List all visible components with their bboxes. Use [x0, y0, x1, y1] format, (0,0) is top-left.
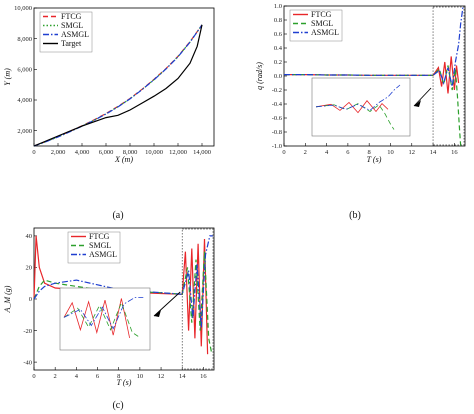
plot-frame — [33, 7, 215, 147]
x-tick-label: 12 — [409, 149, 416, 156]
zoom-arrow-head — [154, 310, 161, 317]
legend-label-target: Target — [61, 39, 82, 48]
inset-series-ftcg — [315, 100, 389, 114]
y-tick-label: 6,000 — [17, 67, 32, 74]
x-tick-label: 0 — [32, 373, 35, 380]
x-tick-label: 4 — [325, 149, 329, 156]
y-tick-label: -0.8 — [272, 129, 282, 136]
inset-frame — [59, 287, 151, 351]
y-tick-label: 0 — [29, 296, 32, 303]
y-tick-label: 0.2 — [274, 59, 282, 66]
x-tick-label: 14,000 — [193, 149, 211, 156]
series-line-target — [33, 24, 203, 147]
x-tick-label: 12,000 — [169, 149, 187, 156]
x-tick-label: 16 — [200, 373, 207, 380]
legend-label-ftcg: FTCG — [89, 232, 110, 241]
zoom-region-box — [181, 228, 214, 370]
legend-label-smgl: SMGL — [311, 19, 333, 28]
y-tick-label: 20 — [26, 265, 33, 272]
inset-series-asmgl — [315, 84, 401, 111]
caption-c: (c) — [112, 400, 123, 411]
x-tick-label: 0 — [282, 149, 285, 156]
x-tick-label: 6 — [96, 373, 100, 380]
zoom-region-box — [432, 6, 465, 146]
series-line-ftcg — [33, 235, 209, 355]
y-tick-label: 4,000 — [17, 97, 32, 104]
legend-box — [39, 11, 93, 53]
y-axis-label: A_M (g) — [3, 285, 12, 313]
y-tick-label: 0.0 — [274, 73, 282, 80]
series-line-asmgl — [33, 24, 203, 147]
x-tick-label: 6,000 — [99, 149, 114, 156]
legend-label-asmgl: ASMGL — [61, 30, 89, 39]
chart-a-trajectory: 0 2,000 4,000 6,000 8,000 10,000 12,000 14,000 2… — [3, 5, 215, 164]
x-tick-label: 0 — [32, 149, 35, 156]
legend-label-ftcg: FTCG — [311, 10, 332, 19]
x-axis-label: T (s) — [117, 378, 132, 387]
x-tick-label: 16 — [451, 149, 458, 156]
zoom-arrow-head — [414, 100, 421, 107]
x-tick-label: 2 — [54, 373, 57, 380]
inset-series-asmgl — [63, 296, 144, 330]
legend-label-smgl: SMGL — [89, 241, 111, 250]
x-axis-label: T (s) — [367, 155, 382, 164]
x-tick-label: 4,000 — [75, 149, 90, 156]
y-tick-label: 2,000 — [17, 128, 32, 135]
legend-label-asmgl: ASMGL — [311, 28, 339, 37]
caption-a: (a) — [112, 210, 123, 221]
y-tick-label: 0.8 — [274, 17, 282, 24]
zoom-arrow — [413, 87, 432, 107]
y-axis-label: q (rad/s) — [255, 62, 264, 90]
y-tick-label: -0.6 — [272, 115, 283, 122]
y-tick-label: 1.0 — [274, 3, 282, 10]
legend-label-smgl: SMGL — [61, 21, 83, 30]
caption-b: (b) — [349, 210, 361, 221]
x-tick-label: 14 — [179, 373, 186, 380]
x-tick-label: 14 — [430, 149, 437, 156]
chart-b-pitch-rate: 0 2 4 6 8 10 12 14 16 -1.0 -0.8 -0.6 -0.4 -0.2 0.0 0.2 0… — [255, 3, 466, 164]
x-tick-label: 8,000 — [123, 149, 138, 156]
x-tick-label: 8 — [368, 149, 371, 156]
x-tick-label: 10 — [137, 373, 144, 380]
inset-frame — [311, 77, 411, 137]
legend-label-ftcg: FTCG — [61, 12, 82, 21]
inset-series-smgl — [315, 103, 395, 130]
y-tick-label: -20 — [23, 328, 32, 335]
y-tick-label: -0.2 — [272, 87, 282, 94]
y-tick-label: 0.6 — [274, 31, 283, 38]
y-axis-label: Y (m) — [3, 68, 12, 86]
x-tick-label: 10,000 — [145, 149, 163, 156]
y-tick-label: 8,000 — [17, 36, 32, 43]
y-tick-label: 0.4 — [274, 45, 283, 52]
series-line-asmgl — [284, 7, 464, 87]
y-tick-label: -40 — [23, 359, 32, 366]
x-tick-label: 4 — [75, 373, 79, 380]
y-tick-label: 10,000 — [14, 5, 32, 12]
y-tick-label: -1.0 — [272, 143, 282, 150]
zoom-arrow — [153, 291, 181, 317]
x-axis-label: X (m) — [114, 155, 133, 164]
chart-c-acceleration: 0 2 4 6 8 10 12 14 16 -40 -20 0 20 40 T (s) A_M (g) FTCG… — [3, 227, 215, 387]
x-tick-label: 2,000 — [51, 149, 66, 156]
x-tick-label: 2 — [304, 149, 307, 156]
series-line-ftcg — [284, 56, 460, 94]
inset-series-smgl — [63, 301, 141, 339]
series-line-asmgl — [33, 235, 213, 328]
y-tick-label: 40 — [26, 233, 33, 240]
x-tick-label: 10 — [387, 149, 394, 156]
x-tick-label: 12 — [158, 373, 165, 380]
x-tick-label: 8 — [117, 373, 120, 380]
x-tick-label: 6 — [346, 149, 350, 156]
y-tick-label: -0.4 — [272, 101, 283, 108]
legend-label-asmgl: ASMGL — [89, 250, 117, 259]
